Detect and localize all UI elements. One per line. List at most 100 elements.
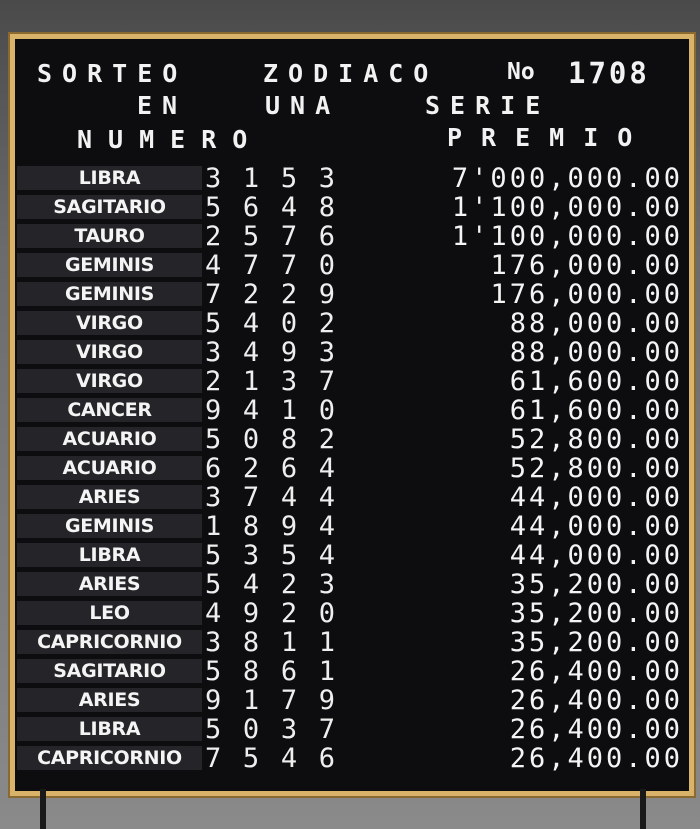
digit: 7 <box>318 714 335 745</box>
result-row: CAPRICORNIO 3 8 1 1 35,200.00 <box>15 628 689 657</box>
digit: 2 <box>280 279 298 310</box>
result-row: VIRGO 2 1 3 7 61,600.00 <box>15 367 689 396</box>
digit: 0 <box>242 424 260 455</box>
digit: 5 <box>205 308 222 339</box>
zodiac-sign: SAGITARIO <box>17 195 202 219</box>
digit: 4 <box>205 598 222 629</box>
zodiac-sign: ACUARIO <box>17 427 202 451</box>
zodiac-sign: CAPRICORNIO <box>17 630 202 654</box>
prize-amount: 44,000.00 <box>509 540 683 571</box>
result-row: TAURO 2 5 7 6 1'100,000.00 <box>15 222 689 251</box>
zodiac-sign: LEO <box>17 601 202 625</box>
digit: 1 <box>242 366 260 397</box>
digit: 6 <box>280 453 298 484</box>
digit: 5 <box>205 192 222 223</box>
digit: 9 <box>205 685 222 716</box>
prize-amount: 88,000.00 <box>509 337 683 368</box>
prize-amount: 176,000.00 <box>490 279 683 310</box>
digit: 3 <box>205 627 222 658</box>
prize-amount: 26,400.00 <box>509 743 683 774</box>
digit: 9 <box>205 395 222 426</box>
results-board: SORTEO ZODIACO No 1708 EN UNA SERIE NUME… <box>10 34 694 796</box>
prize-amount: 44,000.00 <box>509 511 683 542</box>
prize-amount: 35,200.00 <box>509 598 683 629</box>
result-row: GEMINIS 7 2 2 9 176,000.00 <box>15 280 689 309</box>
digit: 8 <box>242 656 260 687</box>
zodiac-sign: VIRGO <box>17 369 202 393</box>
digit: 5 <box>242 221 260 252</box>
digit: 0 <box>318 250 335 281</box>
result-row: SAGITARIO 5 6 4 8 1'100,000.00 <box>15 193 689 222</box>
prize-amount: 1'100,000.00 <box>451 192 683 223</box>
prize-amount: 35,200.00 <box>509 569 683 600</box>
results-list: LIBRA 3 1 5 3 7'000,000.00 SAGITARIO 5 6 4 8 1'100,… <box>15 164 689 773</box>
digit: 5 <box>205 424 222 455</box>
digit: 5 <box>280 163 298 194</box>
digit: 1 <box>318 627 335 658</box>
digit: 9 <box>318 685 335 716</box>
digit: 4 <box>318 453 335 484</box>
digit: 2 <box>280 569 298 600</box>
digit: 5 <box>205 656 222 687</box>
zodiac-sign: LIBRA <box>17 166 202 190</box>
prize-amount: 52,800.00 <box>509 453 683 484</box>
digit: 1 <box>318 656 335 687</box>
result-row: GEMINIS 1 8 9 4 44,000.00 <box>15 512 689 541</box>
digit: 2 <box>205 221 222 252</box>
zodiac-sign: GEMINIS <box>17 253 202 277</box>
result-row: ACUARIO 6 2 6 4 52,800.00 <box>15 454 689 483</box>
result-row: SAGITARIO 5 8 6 1 26,400.00 <box>15 657 689 686</box>
subtitle-serie: SERIE <box>425 91 551 120</box>
result-row: VIRGO 3 4 9 3 88,000.00 <box>15 338 689 367</box>
subtitle-una: UNA <box>265 91 341 120</box>
digit: 7 <box>280 685 298 716</box>
result-row: ACUARIO 5 0 8 2 52,800.00 <box>15 425 689 454</box>
zodiac-sign: CAPRICORNIO <box>17 746 202 770</box>
digit: 5 <box>242 743 260 774</box>
prize-amount: 61,600.00 <box>509 395 683 426</box>
result-row: CANCER 9 4 1 0 61,600.00 <box>15 396 689 425</box>
column-header-numero: NUMERO <box>77 125 264 154</box>
prize-amount: 88,000.00 <box>509 308 683 339</box>
result-row: VIRGO 5 4 0 2 88,000.00 <box>15 309 689 338</box>
digit: 9 <box>318 279 335 310</box>
prize-amount: 44,000.00 <box>509 482 683 513</box>
digit: 2 <box>318 424 335 455</box>
digit: 3 <box>280 366 298 397</box>
digit: 1 <box>242 163 260 194</box>
column-header-premio: PREMIO <box>447 123 652 152</box>
digit: 6 <box>205 453 222 484</box>
zodiac-sign: ARIES <box>17 485 202 509</box>
digit: 3 <box>242 540 260 571</box>
digit: 3 <box>318 337 335 368</box>
digit: 7 <box>280 221 298 252</box>
prize-amount: 7'000,000.00 <box>451 163 683 194</box>
digit: 3 <box>205 163 222 194</box>
subtitle-en: EN <box>137 91 188 120</box>
digit: 4 <box>318 511 335 542</box>
result-row: ARIES 3 7 4 4 44,000.00 <box>15 483 689 512</box>
digit: 1 <box>205 511 222 542</box>
digit: 7 <box>205 743 222 774</box>
digit: 6 <box>280 656 298 687</box>
digit: 0 <box>318 395 335 426</box>
result-row: LIBRA 5 0 3 7 26,400.00 <box>15 715 689 744</box>
result-row: GEMINIS 4 7 7 0 176,000.00 <box>15 251 689 280</box>
digit: 0 <box>318 598 335 629</box>
digit: 6 <box>318 743 335 774</box>
zodiac-sign: ARIES <box>17 572 202 596</box>
digit: 7 <box>318 366 335 397</box>
zodiac-sign: ARIES <box>17 688 202 712</box>
digit: 4 <box>280 743 298 774</box>
